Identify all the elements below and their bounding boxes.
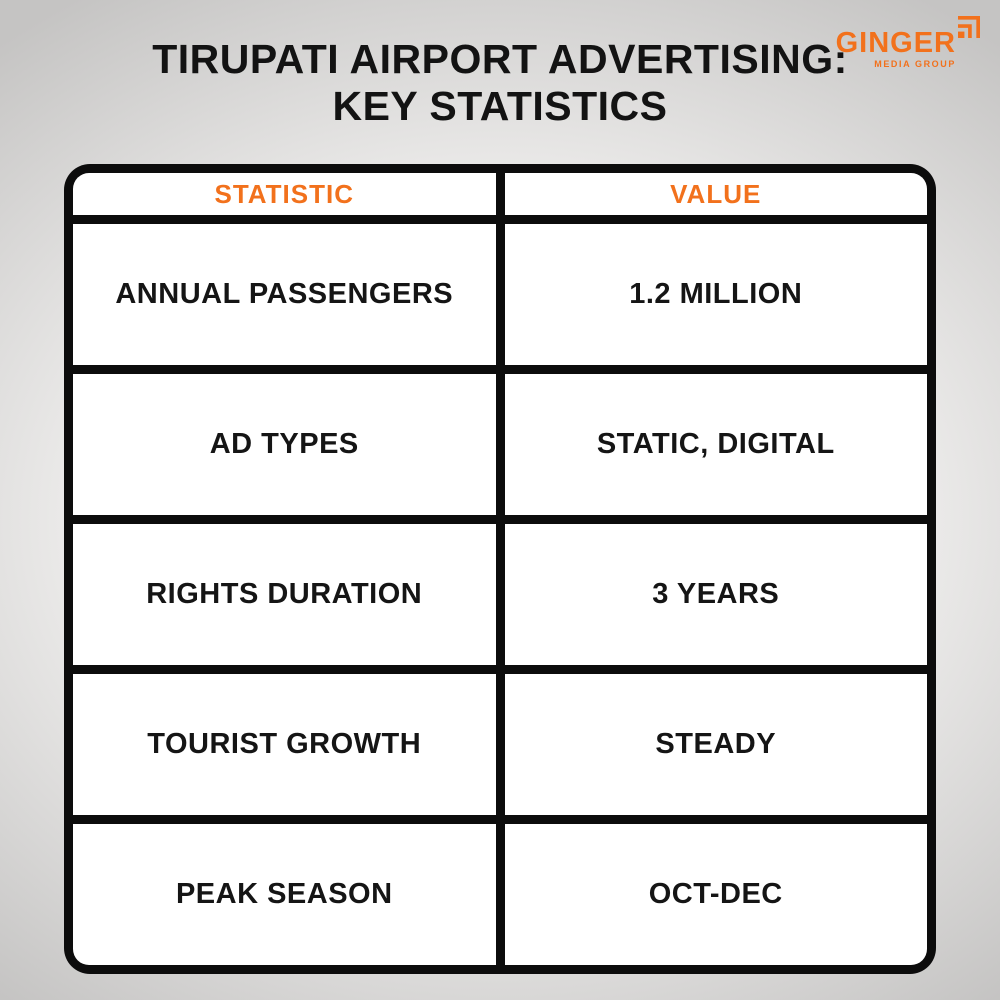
- table-row-value: 1.2 MILLION: [504, 224, 927, 365]
- table-row-statistic: ANNUAL PASSENGERS: [73, 224, 496, 365]
- table-row-value: STATIC, DIGITAL: [504, 374, 927, 515]
- logo-row: GINGER: [836, 16, 980, 58]
- table-row-statistic: PEAK SEASON: [73, 824, 496, 965]
- ginger-media-group-logo: GINGER MEDIA GROUP: [836, 16, 980, 69]
- statistics-table: STATISTIC VALUE ANNUAL PASSENGERS 1.2 MI…: [64, 164, 936, 974]
- logo-wordmark: GINGER: [835, 27, 956, 59]
- nested-squares-icon: [958, 16, 980, 38]
- table-row-statistic: TOURIST GROWTH: [73, 674, 496, 815]
- table-row-statistic: AD TYPES: [73, 374, 496, 515]
- table-row-value: STEADY: [504, 674, 927, 815]
- table-row-value: OCT-DEC: [504, 824, 927, 965]
- page-title-line-2: KEY STATISTICS: [332, 83, 668, 129]
- logo-subtitle: MEDIA GROUP: [874, 59, 956, 69]
- column-header-statistic: STATISTIC: [73, 173, 496, 215]
- table-row-statistic: RIGHTS DURATION: [73, 524, 496, 665]
- column-header-value: VALUE: [504, 173, 927, 215]
- page-title-line-1: TIRUPATI AIRPORT ADVERTISING:: [152, 36, 848, 82]
- table-row-value: 3 YEARS: [504, 524, 927, 665]
- page-title: TIRUPATI AIRPORT ADVERTISING: KEY STATIS…: [0, 0, 1000, 130]
